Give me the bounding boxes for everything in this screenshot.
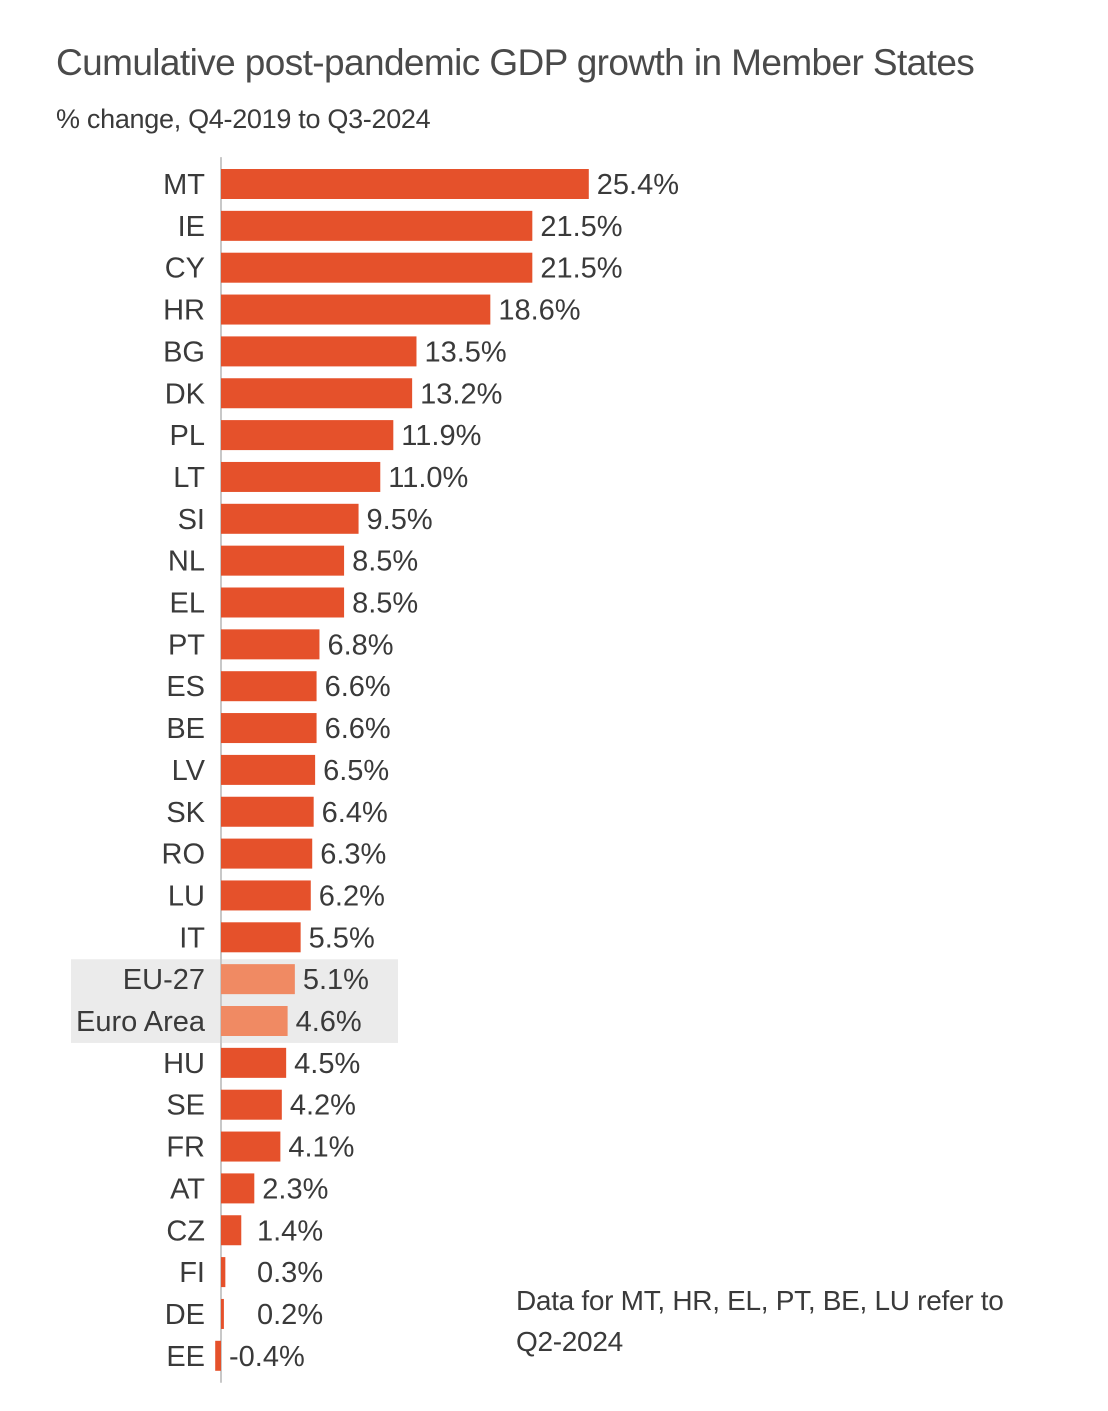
bar-be bbox=[221, 713, 317, 744]
bar-cy bbox=[221, 252, 533, 283]
value-label: 4.6% bbox=[296, 1006, 362, 1038]
bar-hr bbox=[221, 294, 491, 325]
value-label: 13.2% bbox=[420, 378, 502, 410]
chart-note: Data for MT, HR, EL, PT, BE, LU refer to… bbox=[516, 1285, 1004, 1357]
bar-lv bbox=[221, 754, 316, 785]
bar-mt bbox=[221, 169, 589, 199]
bar-si bbox=[221, 503, 359, 534]
category-label: IE bbox=[178, 211, 205, 243]
value-label: 25.4% bbox=[597, 169, 679, 201]
value-label: 4.2% bbox=[290, 1090, 356, 1122]
value-label: 6.6% bbox=[325, 671, 391, 703]
category-label: FR bbox=[166, 1132, 205, 1164]
bar-euro-area bbox=[221, 1006, 288, 1036]
category-label: SK bbox=[166, 797, 205, 829]
bar-dk bbox=[221, 378, 413, 409]
category-label: BE bbox=[166, 713, 205, 745]
value-label: 5.1% bbox=[303, 964, 369, 996]
value-label: 11.0% bbox=[388, 462, 468, 494]
bar-es bbox=[221, 671, 317, 702]
bar-ro bbox=[221, 838, 313, 869]
value-label: 8.5% bbox=[352, 546, 418, 578]
value-label: 21.5% bbox=[540, 253, 622, 285]
bar-pt bbox=[221, 629, 320, 660]
value-label: -0.4% bbox=[229, 1341, 305, 1373]
value-label: 11.9% bbox=[401, 420, 481, 452]
value-label: 9.5% bbox=[367, 504, 433, 536]
category-label: ES bbox=[166, 671, 205, 703]
bar-bg bbox=[221, 336, 417, 367]
bar-at bbox=[221, 1173, 255, 1204]
bar-lt bbox=[221, 461, 381, 492]
category-label: AT bbox=[170, 1173, 205, 1205]
category-label: IT bbox=[179, 922, 205, 954]
bar-nl bbox=[221, 545, 345, 576]
chart-title: Cumulative post-pandemic GDP growth in M… bbox=[56, 42, 975, 83]
category-label: MT bbox=[163, 169, 205, 201]
value-label: 0.3% bbox=[257, 1257, 323, 1289]
bar-it bbox=[221, 922, 301, 953]
chart-subtitle: % change, Q4-2019 to Q3-2024 bbox=[56, 104, 431, 134]
value-label: 1.4% bbox=[257, 1215, 323, 1247]
category-label: CZ bbox=[166, 1215, 205, 1247]
category-label: EL bbox=[170, 588, 205, 620]
value-label: 5.5% bbox=[309, 922, 375, 954]
value-label: 18.6% bbox=[498, 295, 580, 327]
bar-fi bbox=[221, 1257, 226, 1288]
category-label: RO bbox=[162, 839, 206, 871]
category-label: LU bbox=[168, 880, 205, 912]
bar-pl bbox=[221, 420, 394, 451]
category-label: PL bbox=[170, 420, 205, 452]
category-label: Euro Area bbox=[76, 1006, 206, 1038]
category-label: BG bbox=[163, 336, 205, 368]
value-label: 0.2% bbox=[257, 1299, 323, 1331]
value-label: 6.5% bbox=[323, 755, 389, 787]
category-label: HR bbox=[163, 295, 205, 327]
category-label: DK bbox=[165, 378, 206, 410]
value-label: 2.3% bbox=[262, 1173, 328, 1205]
category-label: LT bbox=[173, 462, 205, 494]
category-label: EE bbox=[166, 1341, 205, 1373]
bar-ie bbox=[221, 210, 533, 241]
bar-ee bbox=[215, 1340, 221, 1371]
bar-sk bbox=[221, 796, 314, 827]
category-label: SI bbox=[178, 504, 205, 536]
value-label: 6.2% bbox=[319, 880, 385, 912]
bar-el bbox=[221, 587, 345, 618]
value-label: 8.5% bbox=[352, 588, 418, 620]
value-label: 6.3% bbox=[320, 839, 386, 871]
category-label: LV bbox=[172, 755, 206, 787]
bar-lu bbox=[221, 880, 311, 911]
value-label: 4.5% bbox=[294, 1048, 360, 1080]
category-label: EU-27 bbox=[123, 964, 205, 996]
bar-de bbox=[221, 1298, 224, 1329]
category-label: DE bbox=[165, 1299, 205, 1331]
category-label: CY bbox=[165, 253, 205, 285]
value-label: 6.8% bbox=[327, 629, 393, 661]
category-label: PT bbox=[168, 629, 205, 661]
value-label: 6.6% bbox=[325, 713, 391, 745]
category-label: FI bbox=[179, 1257, 205, 1289]
bar-fr bbox=[221, 1131, 281, 1162]
value-label: 21.5% bbox=[540, 211, 622, 243]
category-label: NL bbox=[168, 546, 205, 578]
value-label: 6.4% bbox=[322, 797, 388, 829]
category-label: HU bbox=[163, 1048, 205, 1080]
value-label: 4.1% bbox=[288, 1132, 354, 1164]
category-label: SE bbox=[166, 1090, 205, 1122]
bar-eu-27 bbox=[221, 964, 295, 995]
bar-hu bbox=[221, 1047, 287, 1078]
bar-cz bbox=[221, 1215, 242, 1246]
bar-se bbox=[221, 1089, 282, 1120]
value-label: 13.5% bbox=[424, 336, 506, 368]
